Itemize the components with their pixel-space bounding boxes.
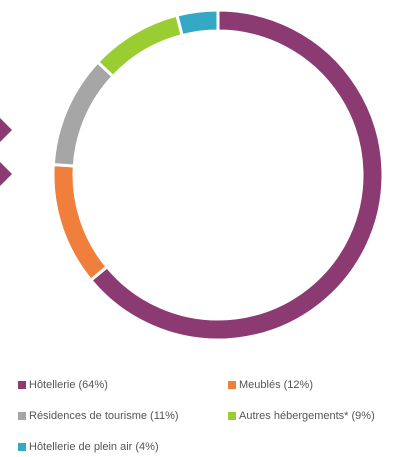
donut-segment — [88, 8, 385, 342]
legend-swatch — [18, 443, 26, 451]
decoration — [0, 162, 12, 186]
donut-segment — [51, 163, 110, 283]
donut-segment — [175, 8, 220, 38]
legend-swatch — [228, 381, 236, 389]
legend-label: Autres hébergements* (9%) — [239, 410, 375, 422]
legend-label: Meublés (12%) — [239, 379, 313, 391]
legend-swatch — [18, 412, 26, 420]
legend-swatch — [228, 412, 236, 420]
legend-label: Résidences de tourisme (11%) — [29, 410, 179, 422]
legend-swatch — [18, 381, 26, 389]
donut-segment — [95, 13, 185, 79]
donut-segment — [51, 59, 116, 168]
decoration — [0, 118, 12, 142]
legend-label: Hôtellerie de plein air (4%) — [29, 441, 159, 453]
legend-label: Hôtellerie (64%) — [29, 379, 108, 391]
